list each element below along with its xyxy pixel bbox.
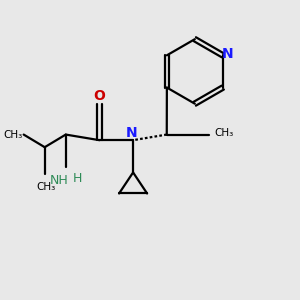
Text: NH: NH [50,174,68,187]
Text: O: O [94,89,105,103]
Text: CH₃: CH₃ [3,130,22,140]
Text: CH₃: CH₃ [214,128,233,138]
Text: CH₃: CH₃ [37,182,56,192]
Text: N: N [222,47,234,61]
Text: H: H [72,172,82,185]
Text: N: N [126,126,137,140]
